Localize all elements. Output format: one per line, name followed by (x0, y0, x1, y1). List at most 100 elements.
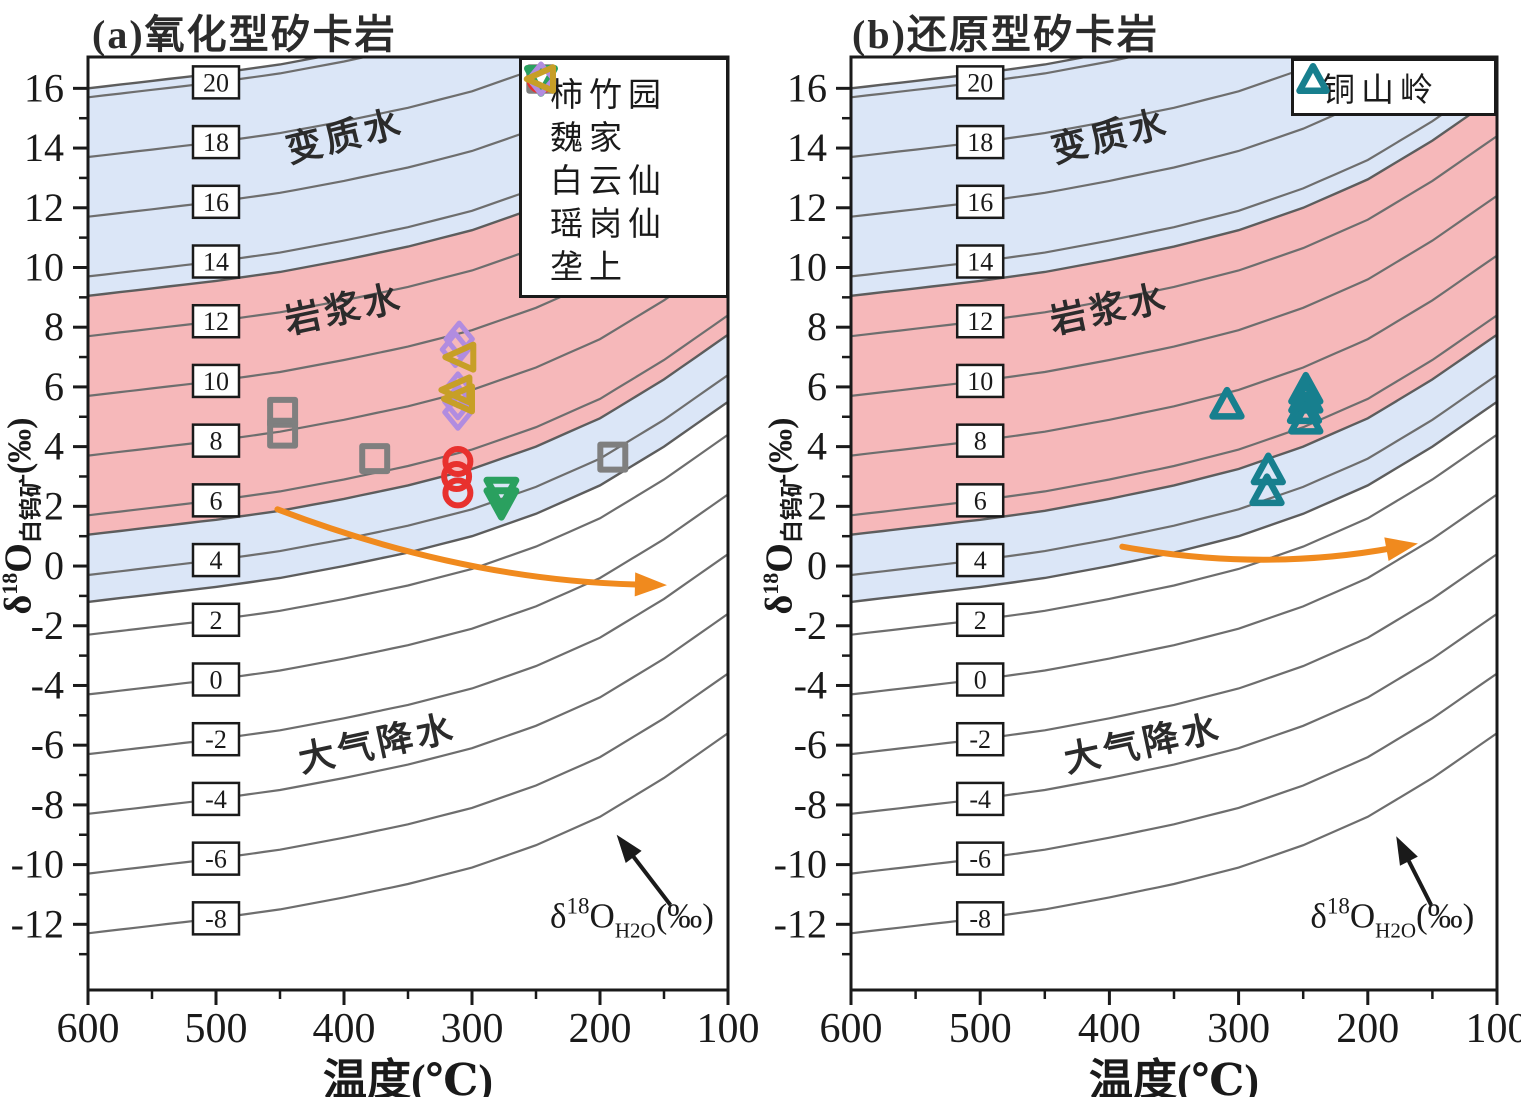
y-tick-label: -4 (31, 662, 64, 707)
legend-item-label: 白云仙 (550, 163, 667, 200)
data-point-柿竹园 (267, 396, 299, 428)
y-tick-label: -12 (11, 901, 64, 946)
data-point-瑶岗仙 (439, 331, 472, 369)
isoline--4 (851, 612, 1497, 815)
y-tick-label: 10 (787, 244, 827, 289)
contour-label-box (955, 124, 1005, 160)
isoline--8 (851, 732, 1497, 935)
contour-label: 4 (210, 546, 223, 575)
x-tick-label: 400 (1078, 1006, 1141, 1052)
data-point-铜山岭 (1209, 386, 1245, 420)
y-tick-label: -8 (794, 782, 827, 827)
legend-item-白云仙: 白云仙 (522, 65, 726, 200)
contour-label: -2 (969, 725, 991, 754)
y-tick-label: -6 (31, 722, 64, 767)
contour-label-box (955, 483, 1005, 518)
contour-label-box (955, 841, 1005, 876)
contour-label: -8 (205, 904, 227, 933)
contour-label: 6 (210, 486, 223, 515)
contour-label-box (955, 901, 1005, 936)
contour-label: -6 (969, 845, 991, 874)
contour-label-box (191, 423, 241, 458)
contour-label: -4 (969, 785, 991, 814)
arrowhead (616, 834, 642, 864)
contour-label-box (191, 781, 241, 817)
contour-label: 16 (203, 188, 229, 217)
contour-label-box (955, 303, 1005, 339)
y-tick-label: -2 (794, 603, 827, 648)
contour-label-box (955, 244, 1005, 279)
band-boundary (851, 333, 1497, 536)
x-tick-label: 300 (1207, 1006, 1270, 1052)
data-point-垄上 (441, 383, 476, 415)
y-axis-title-sub: 白钨矿 (18, 474, 44, 544)
y-tick-label: 14 (24, 125, 64, 170)
y-tick-label: 14 (787, 125, 827, 170)
data-point-魏家 (442, 477, 474, 509)
y-tick-label: -10 (11, 842, 64, 887)
legend-panel-a: 柿竹园魏家白云仙瑶岗仙 垄上 (519, 57, 729, 298)
legend-item-魏家: 魏家 (522, 64, 726, 157)
contour-label-box (191, 184, 241, 220)
x-tick-label: 500 (185, 1006, 248, 1052)
y-axis-title-suffix: (‰) (762, 417, 800, 475)
triangle-left-marker-icon (523, 64, 556, 94)
contour-label: 0 (974, 665, 987, 694)
legend-panel-b: 铜山岭 (1291, 58, 1497, 116)
legend-item-label: 瑶岗仙 (550, 206, 667, 243)
legend-item-垄上: 垄上 (522, 64, 726, 286)
contour-label: -2 (205, 725, 227, 754)
x-tick-label: 100 (697, 1006, 760, 1052)
contour-label: 8 (210, 427, 223, 456)
contour-label: 10 (967, 367, 993, 396)
data-point-魏家 (441, 461, 473, 492)
series-白云仙 (483, 476, 520, 521)
band-岩浆水 (851, 95, 1497, 535)
band-boundary (851, 94, 1497, 297)
data-point-铜山岭 (1286, 391, 1323, 425)
contour-label-box (191, 662, 241, 697)
contour-label-box (191, 841, 241, 876)
contour-label-box (955, 363, 1005, 399)
y-axis-title-sub: 白钨矿 (779, 474, 805, 544)
contour-label: 8 (974, 427, 987, 456)
band-变质水 (851, 57, 1497, 296)
x-tick-label: 400 (313, 1006, 376, 1052)
x-tick-label: 600 (57, 1006, 120, 1052)
data-point-柿竹园 (359, 443, 391, 475)
series-魏家 (441, 446, 474, 509)
y-tick-label: -2 (31, 603, 64, 648)
band-boundary (88, 333, 728, 536)
contour-label-box (191, 901, 241, 936)
y-axis-title-suffix: (‰) (1, 417, 39, 475)
legend-item-label: 柿竹园 (550, 77, 667, 114)
series-铜山岭 (1209, 371, 1324, 507)
contour-label: 2 (210, 606, 223, 635)
contour-label-box (191, 542, 241, 578)
contour-label-box (955, 662, 1005, 697)
y-tick-label: 0 (807, 543, 827, 588)
contour-unit-annotation: δ18OH2O(‰) (1310, 893, 1474, 942)
contour-label-box (955, 423, 1005, 458)
x-axis-title-a: 温度(℃) (322, 1056, 494, 1097)
y-tick-label: 16 (24, 65, 64, 110)
y-tick-label: -6 (794, 722, 827, 767)
y-tick-label: 12 (24, 185, 64, 230)
contour-label-box (955, 781, 1005, 817)
x-tick-label: 200 (1336, 1006, 1399, 1052)
y-tick-label: 10 (24, 244, 64, 289)
band-lower-blue (88, 334, 728, 602)
legend-item-label: 魏家 (550, 120, 628, 157)
contour-label: 20 (203, 68, 229, 97)
y-tick-label: 2 (44, 483, 64, 528)
data-point-柿竹园 (267, 417, 299, 449)
annotation-arrow-shaft (626, 847, 672, 907)
contour-label: 14 (203, 248, 229, 277)
contour-label-box (191, 602, 241, 638)
contour-label: 12 (967, 307, 993, 336)
x-tick-label: 100 (1466, 1006, 1521, 1052)
y-tick-label: -8 (31, 782, 64, 827)
y-axis-title-delta: δ (758, 594, 801, 615)
